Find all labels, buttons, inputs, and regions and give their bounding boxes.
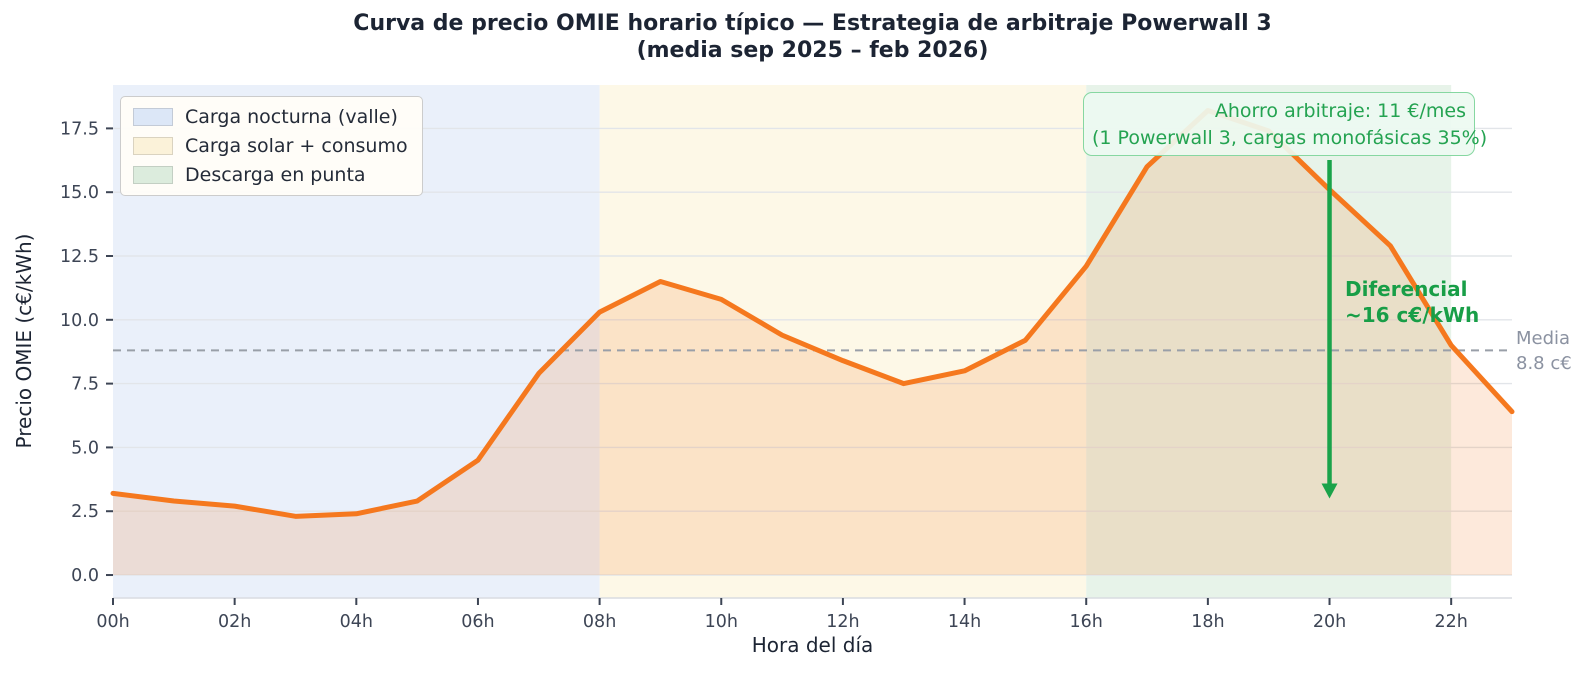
x-tick-label: 10h — [705, 612, 738, 632]
differential-line1: Diferencial — [1345, 277, 1468, 301]
legend-item-solar: Carga solar + consumo — [133, 135, 408, 157]
x-tick-label: 14h — [948, 612, 981, 632]
mean-label-line1: Media — [1516, 328, 1571, 349]
y-tick-label: 7.5 — [71, 375, 99, 395]
chart-title-line1: Curva de precio OMIE horario típico — Es… — [353, 11, 1272, 36]
y-tick-label: 15.0 — [60, 183, 99, 203]
x-tick-label: 16h — [1070, 612, 1103, 632]
chart-title: Curva de precio OMIE horario típico — Es… — [113, 10, 1512, 64]
x-tick-label: 22h — [1434, 612, 1467, 632]
x-tick-label: 00h — [96, 612, 129, 632]
differential-annotation: Diferencial ~16 c€/kWh — [1345, 276, 1479, 328]
x-tick-label: 18h — [1191, 612, 1224, 632]
legend-label-peak: Descarga en punta — [185, 164, 366, 186]
x-tick-label: 08h — [583, 612, 616, 632]
arbitrage-arrow-head — [1321, 483, 1338, 499]
legend-swatch-peak — [133, 166, 173, 184]
differential-line2: ~16 c€/kWh — [1345, 303, 1480, 327]
savings-annotation: Ahorro arbitraje: 11 €/mes (1 Powerwall … — [1083, 92, 1488, 156]
chart-title-line2: (media sep 2025 – feb 2026) — [636, 38, 989, 63]
legend-label-night: Carga nocturna (valle) — [185, 106, 398, 128]
savings-line1: Ahorro arbitraje: 11 €/mes — [1214, 100, 1466, 122]
legend-item-night: Carga nocturna (valle) — [133, 106, 408, 128]
y-tick-label: 0.0 — [71, 566, 99, 586]
y-tick-label: 10.0 — [60, 311, 99, 331]
y-tick-label: 12.5 — [60, 247, 99, 267]
legend-item-peak: Descarga en punta — [133, 164, 408, 186]
x-axis-label: Hora del día — [751, 633, 874, 657]
legend: Carga nocturna (valle) Carga solar + con… — [120, 96, 423, 196]
x-tick-label: 06h — [461, 612, 494, 632]
y-tick-label: 17.5 — [60, 119, 99, 139]
mean-label-line2: 8.8 c€ — [1516, 353, 1572, 374]
strategy-band — [599, 85, 1087, 598]
legend-swatch-night — [133, 108, 173, 126]
x-tick-label: 04h — [340, 612, 373, 632]
x-tick-label: 20h — [1313, 612, 1346, 632]
savings-line2: (1 Powerwall 3, cargas monofásicas 35%) — [1092, 127, 1488, 149]
y-tick-label: 2.5 — [71, 502, 99, 522]
legend-label-solar: Carga solar + consumo — [185, 135, 408, 157]
x-tick-label: 12h — [826, 612, 859, 632]
y-axis-label: Precio OMIE (c€/kWh) — [12, 233, 36, 449]
mean-line-label: Media 8.8 c€ — [1516, 326, 1572, 376]
price-area-fill — [113, 110, 1512, 576]
y-tick-label: 5.0 — [71, 438, 99, 458]
x-tick-label: 02h — [218, 612, 251, 632]
legend-swatch-solar — [133, 137, 173, 155]
